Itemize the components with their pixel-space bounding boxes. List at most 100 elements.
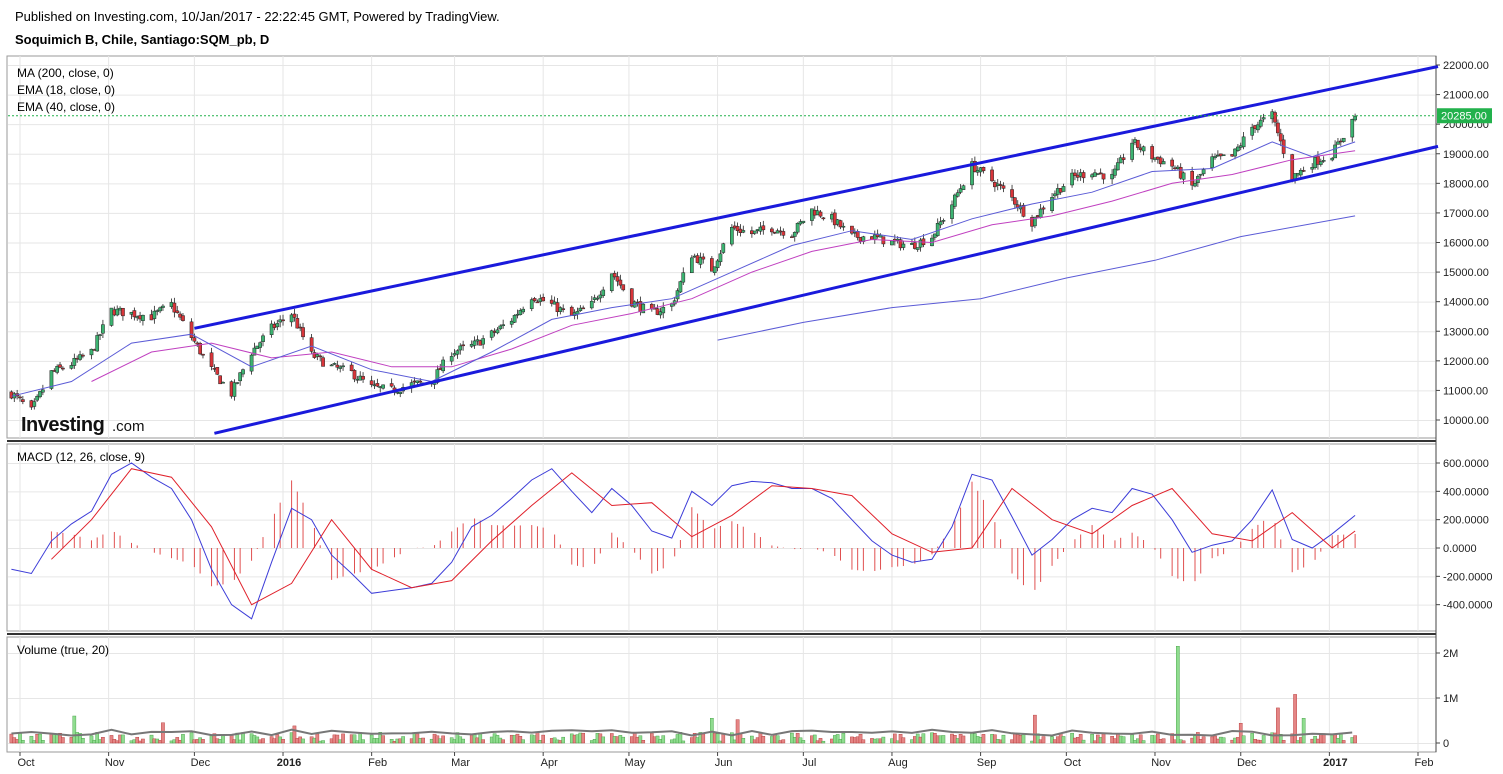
price-tick-label-4: 18000.00 xyxy=(1443,178,1489,190)
candle-body-318 xyxy=(1278,133,1283,142)
volume-bar-254 xyxy=(1021,734,1026,744)
volume-bar-308 xyxy=(1238,723,1243,744)
candle-body-223 xyxy=(898,239,903,249)
candle-body-155 xyxy=(629,288,634,307)
candle-body-79 xyxy=(321,357,325,367)
volume-bar-310 xyxy=(1250,733,1254,744)
candle-body-131 xyxy=(532,298,537,302)
volume-bar-34 xyxy=(141,738,145,744)
candle-body-248 xyxy=(998,184,1003,186)
price-tick-label-9: 13000.00 xyxy=(1443,326,1489,338)
candle-body-275 xyxy=(1110,173,1114,180)
volume-bar-9 xyxy=(41,740,45,744)
volume-bar-45 xyxy=(189,732,194,744)
candle-body-235 xyxy=(950,204,954,219)
candle-body-273 xyxy=(1098,172,1103,175)
price-tick-label-1: 21000.00 xyxy=(1443,90,1489,102)
candle-body-195 xyxy=(790,236,794,238)
volume-tick-label-1: 1M xyxy=(1443,693,1458,705)
candle-body-168 xyxy=(678,281,683,293)
candle-body-190 xyxy=(770,228,774,233)
candle-body-6 xyxy=(32,401,37,407)
price-tick-label-3: 19000.00 xyxy=(1443,149,1489,161)
candle-body-184 xyxy=(741,230,746,233)
candle-body-15 xyxy=(69,365,74,369)
volume-bar-4 xyxy=(21,739,25,744)
candle-body-153 xyxy=(618,279,623,286)
ema40-label: EMA (40, close, 0) xyxy=(17,100,115,114)
volume-bar-207 xyxy=(835,734,840,744)
grid-lines xyxy=(8,56,1435,752)
candle-body-27 xyxy=(115,308,120,316)
logo-suffix: .com xyxy=(112,418,145,435)
candle-body-208 xyxy=(838,220,843,228)
volume-bar-309 xyxy=(1241,735,1246,744)
x-tick-label-1: Nov xyxy=(105,757,125,769)
candle-body-254 xyxy=(1021,204,1026,217)
volume-bars xyxy=(9,646,1357,744)
volume-bar-20 xyxy=(89,735,94,744)
candle-body-232 xyxy=(935,222,940,236)
x-tick-label-7: May xyxy=(625,757,646,769)
candle-body-279 xyxy=(1121,157,1126,160)
candle-body-3 xyxy=(18,396,22,399)
published-caption: Published on Investing.com, 10/Jan/2017 … xyxy=(15,9,500,24)
volume-bar-64 xyxy=(261,738,265,744)
candle-body-48 xyxy=(198,343,202,355)
price-tick-label-8: 14000.00 xyxy=(1443,297,1489,309)
volume-bar-74 xyxy=(301,738,305,744)
candle-body-42 xyxy=(175,310,180,313)
volume-bar-49 xyxy=(201,739,205,744)
ema18-label: EMA (18, close, 0) xyxy=(17,83,115,97)
candle-body-19 xyxy=(81,354,85,357)
ema18-line xyxy=(11,141,1356,397)
volume-bar-180 xyxy=(730,732,734,744)
candle-body-14 xyxy=(61,367,65,370)
candle-body-69 xyxy=(281,319,285,322)
channel-upper-line xyxy=(194,65,1439,330)
volume-bar-259 xyxy=(1041,736,1046,744)
candle-body-45 xyxy=(189,321,194,338)
candle-body-25 xyxy=(109,307,114,326)
candle-body-258 xyxy=(1038,208,1043,218)
candle-body-52 xyxy=(215,367,220,375)
candle-body-276 xyxy=(1113,168,1117,176)
candle-body-128 xyxy=(518,310,523,316)
candle-body-122 xyxy=(495,329,500,334)
candle-body-285 xyxy=(1150,146,1154,160)
candle-body-299 xyxy=(1201,169,1206,175)
channel-lower-line xyxy=(214,144,1439,435)
candle-body-78 xyxy=(318,355,323,358)
volume-bar-283 xyxy=(1138,734,1143,744)
candle-body-250 xyxy=(1010,189,1014,198)
price-tick-label-5: 17000.00 xyxy=(1443,208,1489,220)
candle-body-288 xyxy=(1158,157,1163,165)
volume-bar-16 xyxy=(72,715,77,744)
candle-body-179 xyxy=(721,243,726,253)
candle-body-113 xyxy=(458,345,463,351)
x-tick-label-3: 2016 xyxy=(277,757,301,769)
candle-body-169 xyxy=(681,272,686,283)
candle-body-44 xyxy=(181,315,185,321)
macd-tick-label-5: -400.0000 xyxy=(1443,600,1493,612)
candle-body-116 xyxy=(472,340,477,346)
volume-bar-239 xyxy=(961,735,966,744)
volume-bar-321 xyxy=(1293,694,1297,744)
candle-body-120 xyxy=(489,330,494,338)
candle-body-282 xyxy=(1135,139,1140,148)
candle-body-103 xyxy=(418,380,423,383)
ema40-line xyxy=(91,150,1356,382)
volume-bar-158 xyxy=(638,735,643,744)
candle-body-325 xyxy=(1310,167,1315,170)
volume-bar-164 xyxy=(661,735,666,744)
candle-body-177 xyxy=(715,260,720,269)
candle-body-336 xyxy=(1353,115,1357,121)
ma200-line xyxy=(717,215,1356,341)
candle-body-8 xyxy=(38,391,42,398)
candle-body-86 xyxy=(352,370,357,380)
candle-body-18 xyxy=(78,354,82,360)
volume-bar-104 xyxy=(421,737,425,744)
volume-bar-194 xyxy=(781,739,786,744)
volume-average-line xyxy=(11,728,1353,737)
